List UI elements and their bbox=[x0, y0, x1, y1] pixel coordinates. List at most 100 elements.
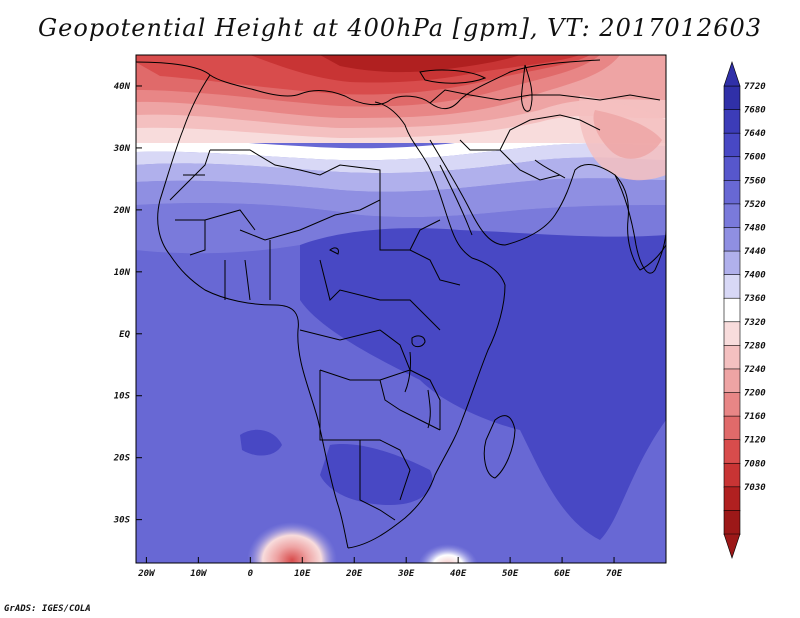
field-south-low-2 bbox=[418, 544, 478, 563]
lon-tick-label: 40E bbox=[450, 569, 467, 579]
caspian bbox=[521, 64, 533, 112]
lat-tick-label: 20N bbox=[113, 206, 131, 216]
colorbar-level-label: 7080 bbox=[744, 459, 766, 469]
coast-africa-east bbox=[347, 101, 506, 549]
colorbar-swatch bbox=[723, 132, 741, 158]
colorbar-level-label: 7030 bbox=[744, 483, 766, 493]
colorbar-level-label: 7280 bbox=[744, 341, 766, 351]
coast-africa-west bbox=[157, 74, 349, 549]
colorbar-bottom-arrow bbox=[723, 533, 741, 559]
field-band-east-lobe-inner bbox=[593, 110, 662, 159]
lat-tick-label: 30S bbox=[113, 516, 131, 526]
colorbar-swatch bbox=[723, 203, 741, 229]
colorbar-swatch bbox=[723, 368, 741, 394]
coast-india bbox=[614, 174, 666, 274]
field-south-low-1 bbox=[247, 522, 337, 563]
map-title: Geopotential Height at 400hPa [gpm], VT:… bbox=[38, 14, 762, 42]
lon-tick-label: 20W bbox=[137, 569, 156, 579]
geopotential-map: 20W 10W 0 10E 20E 30E 40E 50E 60E 70E 40N 30N 20N 10… bbox=[113, 54, 766, 579]
lat-tick-label: 10N bbox=[114, 268, 131, 278]
colorbar-swatch bbox=[723, 486, 741, 512]
lake-malawi bbox=[427, 389, 431, 429]
border-3 bbox=[379, 200, 461, 286]
field-band-7440 bbox=[136, 157, 666, 192]
colorbar-swatch bbox=[723, 297, 741, 323]
lon-tick-label: 60E bbox=[554, 569, 571, 579]
colorbar-swatch bbox=[723, 227, 741, 252]
lake-chad bbox=[329, 247, 339, 255]
border-8 bbox=[169, 149, 211, 201]
colorbar-swatch bbox=[723, 462, 741, 488]
lat-tick-label: EQ bbox=[119, 330, 130, 340]
border-10 bbox=[429, 89, 661, 104]
plot-frame bbox=[135, 54, 667, 564]
colorbar-level-label: 7720 bbox=[744, 82, 766, 92]
lon-tick-label: 50E bbox=[502, 569, 519, 579]
border-5 bbox=[319, 370, 411, 521]
lake-victoria bbox=[411, 335, 426, 348]
persian-gulf bbox=[534, 159, 566, 179]
colorbar-level-label: 7160 bbox=[744, 412, 766, 422]
colorbar-swatch bbox=[723, 180, 741, 205]
colorbar-swatch bbox=[723, 250, 741, 276]
map-field bbox=[136, 55, 666, 563]
coast-europe bbox=[136, 59, 601, 110]
colorbar-level-label: 7120 bbox=[744, 436, 766, 446]
field-band-7030 bbox=[320, 55, 520, 73]
border-9 bbox=[459, 114, 601, 181]
lake-tanganyika bbox=[404, 351, 411, 393]
colorbar-level-label: 7520 bbox=[744, 200, 766, 210]
lat-tick-label: 10S bbox=[114, 392, 131, 402]
credit-label: GrADS: IGES/COLA bbox=[4, 604, 91, 614]
colorbar-top-arrow bbox=[723, 61, 741, 87]
colorbar-swatch bbox=[723, 415, 741, 441]
colorbar-level-label: 7320 bbox=[744, 318, 766, 328]
lon-tick-label: 0 bbox=[248, 569, 254, 579]
lat-tick-label: 20S bbox=[113, 454, 131, 464]
lon-tick-label: 10E bbox=[294, 569, 311, 579]
lon-axis: 20W 10W 0 10E 20E 30E 40E 50E 60E 70E bbox=[137, 557, 623, 579]
colorbar-level-label: 7680 bbox=[744, 106, 766, 116]
colorbar-swatch bbox=[723, 345, 741, 370]
colorbar-level-label: 7600 bbox=[744, 153, 766, 163]
lon-tick-label: 10W bbox=[190, 569, 208, 579]
coastlines bbox=[136, 59, 666, 549]
red-sea bbox=[439, 164, 473, 236]
lon-tick-label: 70E bbox=[606, 569, 623, 579]
field-band-7680-west bbox=[240, 429, 282, 456]
lon-tick-label: 20E bbox=[345, 569, 363, 579]
colorbar-swatch bbox=[723, 109, 741, 134]
lat-tick-label: 40N bbox=[114, 82, 131, 92]
border-1 bbox=[210, 149, 381, 241]
colorbar-level-label: 7560 bbox=[744, 176, 766, 186]
colorbar-level-label: 7360 bbox=[744, 294, 766, 304]
colorbar-swatch bbox=[723, 85, 741, 111]
colorbar-level-label: 7200 bbox=[744, 389, 766, 399]
coast-madagascar bbox=[483, 415, 516, 479]
colorbar: 7720 7680 7640 7600 7560 7520 7480 7440 7400 7360… bbox=[723, 61, 766, 559]
black-sea bbox=[419, 69, 487, 84]
border-6 bbox=[379, 369, 441, 431]
colorbar-swatch bbox=[723, 156, 741, 182]
coast-arabia bbox=[429, 139, 666, 271]
lat-tick-label: 30N bbox=[113, 144, 131, 154]
field-band-7400 bbox=[136, 143, 666, 174]
colorbar-swatch bbox=[723, 510, 741, 535]
lon-tick-label: 30E bbox=[397, 569, 415, 579]
colorbar-level-label: 7440 bbox=[744, 247, 766, 257]
colorbar-level-label: 7640 bbox=[744, 129, 766, 139]
colorbar-swatch bbox=[723, 321, 741, 347]
border-7 bbox=[175, 209, 256, 301]
field-band-7480 bbox=[136, 178, 666, 218]
border-4 bbox=[299, 329, 411, 381]
colorbar-level-label: 7400 bbox=[744, 271, 766, 281]
colorbar-level-label: 7240 bbox=[744, 365, 766, 375]
colorbar-swatch bbox=[723, 439, 741, 465]
field-band-7520 bbox=[136, 200, 666, 254]
colorbar-swatch bbox=[723, 274, 741, 300]
field-band-7640 bbox=[300, 225, 666, 540]
lat-axis: 40N 30N 20N 10N EQ 10S 20S 30S bbox=[113, 82, 142, 526]
border-2 bbox=[269, 240, 441, 331]
colorbar-level-label: 7480 bbox=[744, 223, 766, 233]
colorbar-swatch bbox=[723, 392, 741, 417]
